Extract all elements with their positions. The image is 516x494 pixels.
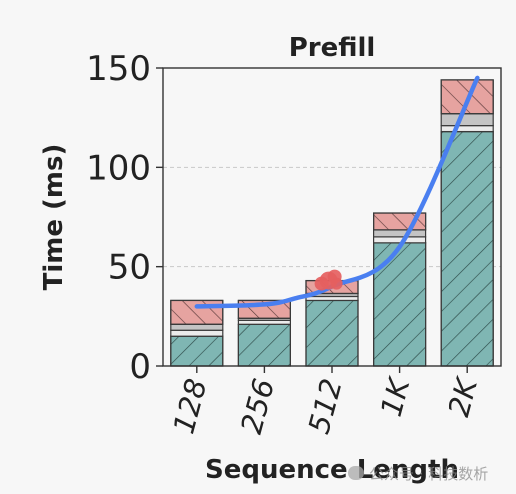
bar-1K-segment-2 bbox=[373, 229, 427, 238]
watermark-text: 公众号 · 科技数析 bbox=[369, 464, 489, 483]
bar-128-segment-1 bbox=[170, 329, 224, 337]
bar-1K-segment-1 bbox=[373, 236, 427, 244]
x-axis-label: Sequence Length bbox=[205, 455, 459, 485]
y-axis-label: Time (ms) bbox=[39, 144, 69, 291]
x-tick-label-256: 256 bbox=[234, 375, 281, 437]
wechat-icon bbox=[348, 466, 364, 480]
y-tick-label-100: 100 bbox=[86, 148, 151, 188]
y-tick-label-150: 150 bbox=[86, 49, 151, 89]
bar-128-segment-0-hatch bbox=[170, 335, 224, 367]
bar-2K-segment-0-hatch bbox=[440, 130, 494, 367]
y-tick-label-0: 0 bbox=[129, 347, 151, 387]
x-tick-label-128: 128 bbox=[166, 375, 213, 437]
highlight-marker-dot-3 bbox=[330, 277, 343, 290]
bar-256-segment-0-hatch bbox=[237, 323, 291, 367]
chart-title: Prefill bbox=[289, 33, 376, 63]
bar-512-segment-0-hatch bbox=[305, 299, 359, 367]
x-tick-label-2K: 2K bbox=[441, 373, 484, 420]
bars bbox=[170, 79, 494, 367]
trend-line-layer bbox=[194, 75, 480, 309]
watermark: 公众号 · 科技数析 bbox=[348, 462, 488, 484]
y-tick-label-50: 50 bbox=[108, 248, 151, 288]
x-tick-label-1K: 1K bbox=[374, 373, 417, 420]
bar-2K-segment-2 bbox=[440, 113, 494, 127]
highlight-marker bbox=[314, 269, 343, 291]
bar-1K-segment-0-hatch bbox=[373, 242, 427, 367]
bar-128-segment-2 bbox=[170, 323, 224, 331]
highlight-marker-dot-1 bbox=[314, 276, 329, 291]
x-tick-label-512: 512 bbox=[302, 375, 349, 437]
bar-2K-segment-1 bbox=[440, 125, 494, 133]
